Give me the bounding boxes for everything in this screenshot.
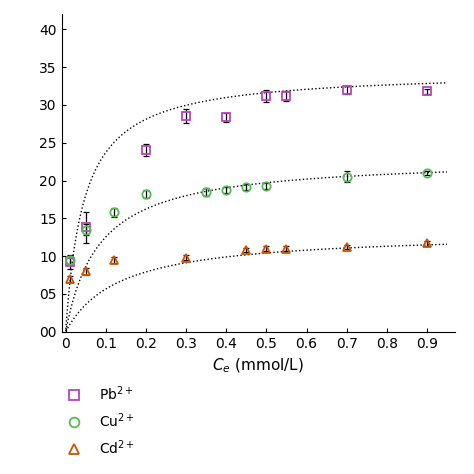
X-axis label: $\mathit{C_e}$ (mmol/L): $\mathit{C_e}$ (mmol/L) <box>212 356 304 374</box>
Legend: Pb$^{2+}$, Cu$^{2+}$, Cd$^{2+}$: Pb$^{2+}$, Cu$^{2+}$, Cd$^{2+}$ <box>55 379 140 462</box>
